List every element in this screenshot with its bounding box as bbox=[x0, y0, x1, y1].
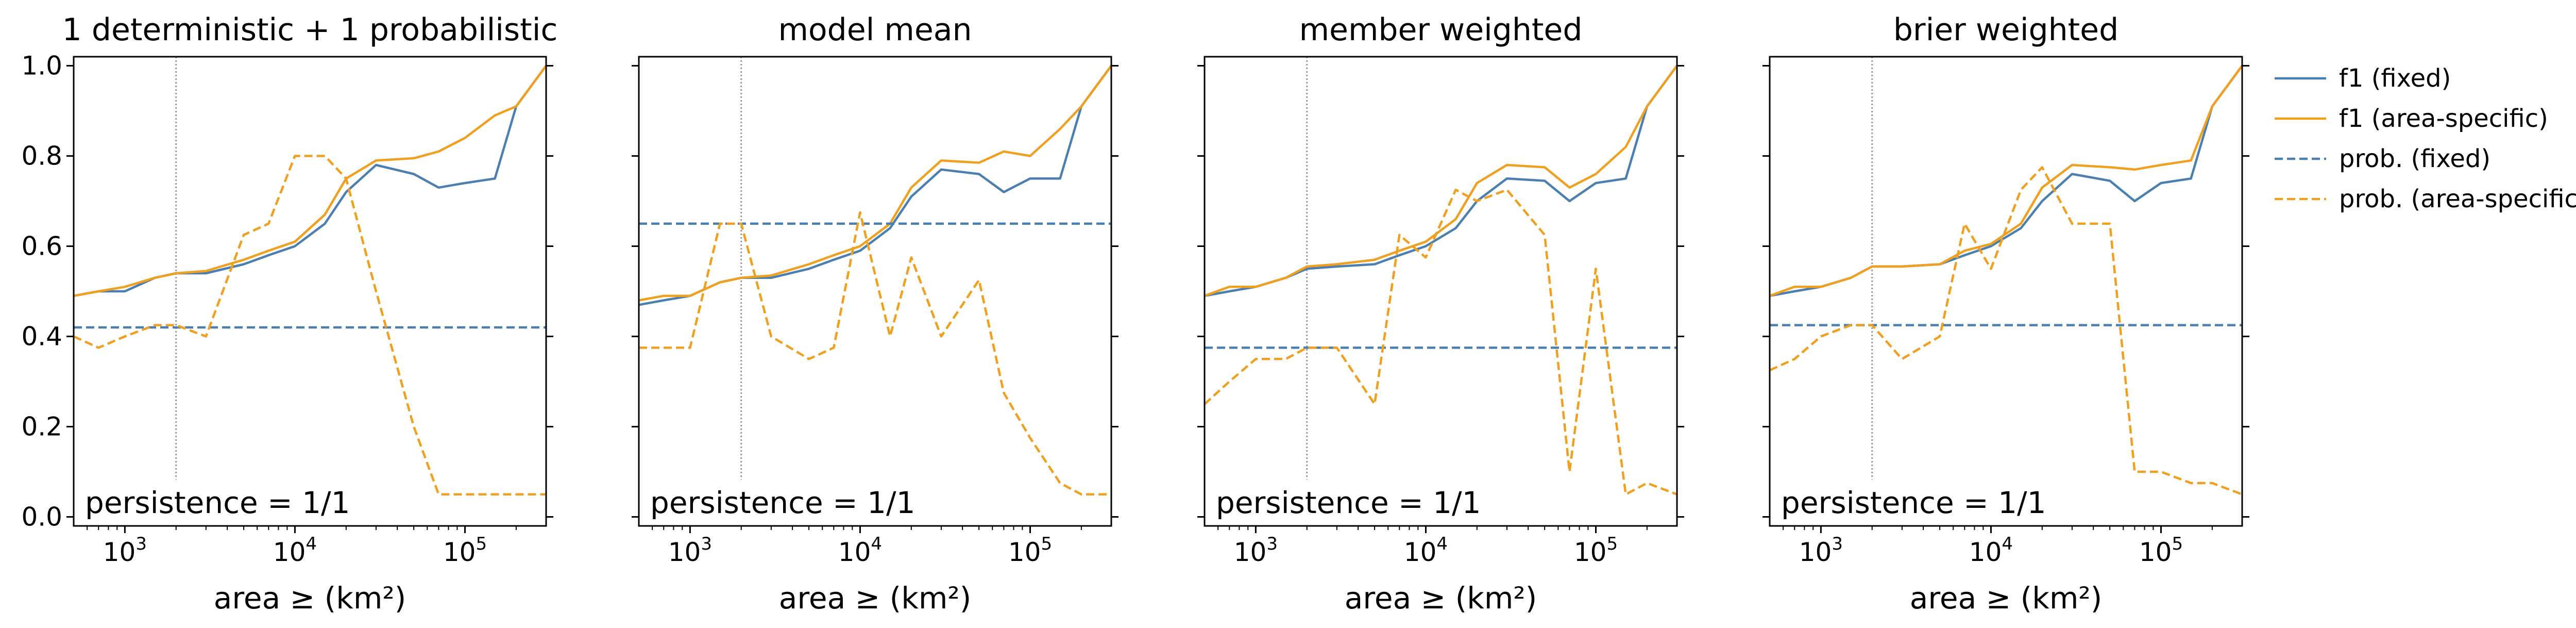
x-tick-label: 103 bbox=[103, 534, 147, 567]
panel-3: member weighted 103 104 105 persistence = 1/… bbox=[1197, 12, 1684, 616]
x-tick-label: 104 bbox=[838, 534, 882, 567]
legend-label: f1 (area-specific) bbox=[2339, 104, 2548, 133]
y-tick-label: 0.2 bbox=[21, 412, 62, 442]
x-axis-label: area ≥ (km²) bbox=[1910, 581, 2102, 616]
x-tick-label: 105 bbox=[1008, 534, 1052, 567]
panels: 1 deterministic + 1 probabilistic 0.0 0.2 0… bbox=[21, 12, 2249, 616]
plot-frame bbox=[1204, 56, 1678, 527]
y-tick-label: 0.4 bbox=[21, 322, 62, 352]
series-line-prob-area-specific bbox=[73, 155, 546, 496]
series-line-f1-area-specific bbox=[73, 65, 547, 298]
plot-frame bbox=[638, 56, 1112, 527]
persistence-annotation: persistence = 1/1 bbox=[85, 485, 350, 520]
panel-2: model mean 103 104 105 persistence = 1/1 area… bbox=[632, 12, 1118, 616]
y-tick-label: 1.0 bbox=[21, 51, 62, 81]
x-tick-label: 103 bbox=[1234, 534, 1278, 567]
panel-title: model mean bbox=[778, 12, 972, 48]
persistence-annotation: persistence = 1/1 bbox=[1781, 485, 2046, 520]
y-tick-label: 0.6 bbox=[21, 232, 62, 261]
x-axis-label: area ≥ (km²) bbox=[779, 581, 971, 616]
plot-frame bbox=[73, 56, 547, 527]
persistence-annotation: persistence = 1/1 bbox=[650, 485, 915, 520]
x-tick-label: 104 bbox=[273, 534, 317, 567]
x-tick-label: 103 bbox=[668, 534, 712, 567]
series-line-f1-fixed bbox=[1204, 65, 1678, 298]
x-tick-label: 105 bbox=[2139, 534, 2183, 567]
persistence-annotation: persistence = 1/1 bbox=[1216, 485, 1481, 520]
legend-label: prob. (fixed) bbox=[2339, 144, 2490, 173]
x-axis-label: area ≥ (km²) bbox=[1345, 581, 1537, 616]
y-tick-label: 0.8 bbox=[21, 141, 62, 171]
series-line-prob-area-specific bbox=[639, 211, 1111, 496]
series-line-f1-area-specific bbox=[1204, 65, 1678, 297]
x-tick-label: 105 bbox=[443, 534, 487, 567]
legend-label: f1 (fixed) bbox=[2339, 64, 2451, 93]
panel-title: member weighted bbox=[1299, 12, 1583, 48]
series-line-f1-fixed bbox=[1769, 65, 2243, 298]
series-line-f1-area-specific bbox=[1769, 65, 2243, 297]
series-line-prob-area-specific bbox=[1769, 166, 2243, 495]
x-axis-label: area ≥ (km²) bbox=[214, 581, 406, 616]
panel-4: brier weighted 103 104 105 persistence = 1/1… bbox=[1762, 12, 2249, 616]
y-tick-label: 0.0 bbox=[21, 502, 62, 532]
series-line-f1-fixed bbox=[73, 65, 547, 298]
series-line-prob-area-specific bbox=[1204, 188, 1677, 496]
series-line-f1-fixed bbox=[638, 65, 1112, 306]
legend: f1 (fixed) f1 (area-specific) prob. (fixed… bbox=[2275, 64, 2576, 213]
plot-frame bbox=[1769, 56, 2243, 527]
panel-title: brier weighted bbox=[1893, 12, 2119, 48]
x-tick-label: 103 bbox=[1799, 534, 1843, 567]
legend-label: prob. (area-specific) bbox=[2339, 185, 2576, 213]
panel-title: 1 deterministic + 1 probabilistic bbox=[62, 12, 558, 48]
panel-1: 1 deterministic + 1 probabilistic 0.0 0.2 0… bbox=[21, 12, 557, 616]
x-tick-label: 105 bbox=[1574, 534, 1618, 567]
series-line-f1-area-specific bbox=[638, 65, 1112, 302]
x-tick-label: 104 bbox=[1969, 534, 2013, 567]
x-tick-label: 104 bbox=[1404, 534, 1448, 567]
